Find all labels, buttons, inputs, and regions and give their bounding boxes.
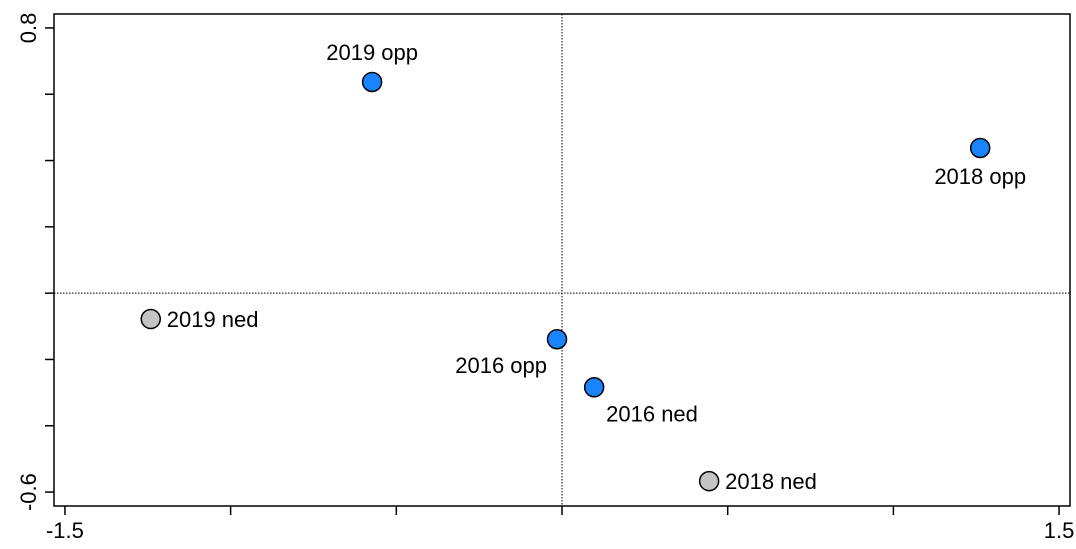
point bbox=[583, 377, 605, 398]
point-label: 2018 opp bbox=[934, 164, 1026, 189]
y-tick-label: 0.8 bbox=[16, 13, 41, 44]
point bbox=[698, 470, 720, 492]
point bbox=[546, 328, 568, 350]
y-tick-label: -0.6 bbox=[16, 473, 41, 511]
point-label: 2016 opp bbox=[455, 353, 547, 378]
point bbox=[140, 308, 162, 330]
point-label: 2019 ned bbox=[167, 307, 259, 332]
x-tick-label: 1.5 bbox=[1044, 518, 1075, 543]
point-label: 2016 ned bbox=[606, 401, 698, 426]
point bbox=[361, 71, 383, 93]
point-label: 2019 opp bbox=[326, 40, 418, 65]
point bbox=[969, 137, 991, 159]
x-tick-label: -1.5 bbox=[46, 518, 84, 543]
point-label: 2018 ned bbox=[725, 469, 817, 494]
